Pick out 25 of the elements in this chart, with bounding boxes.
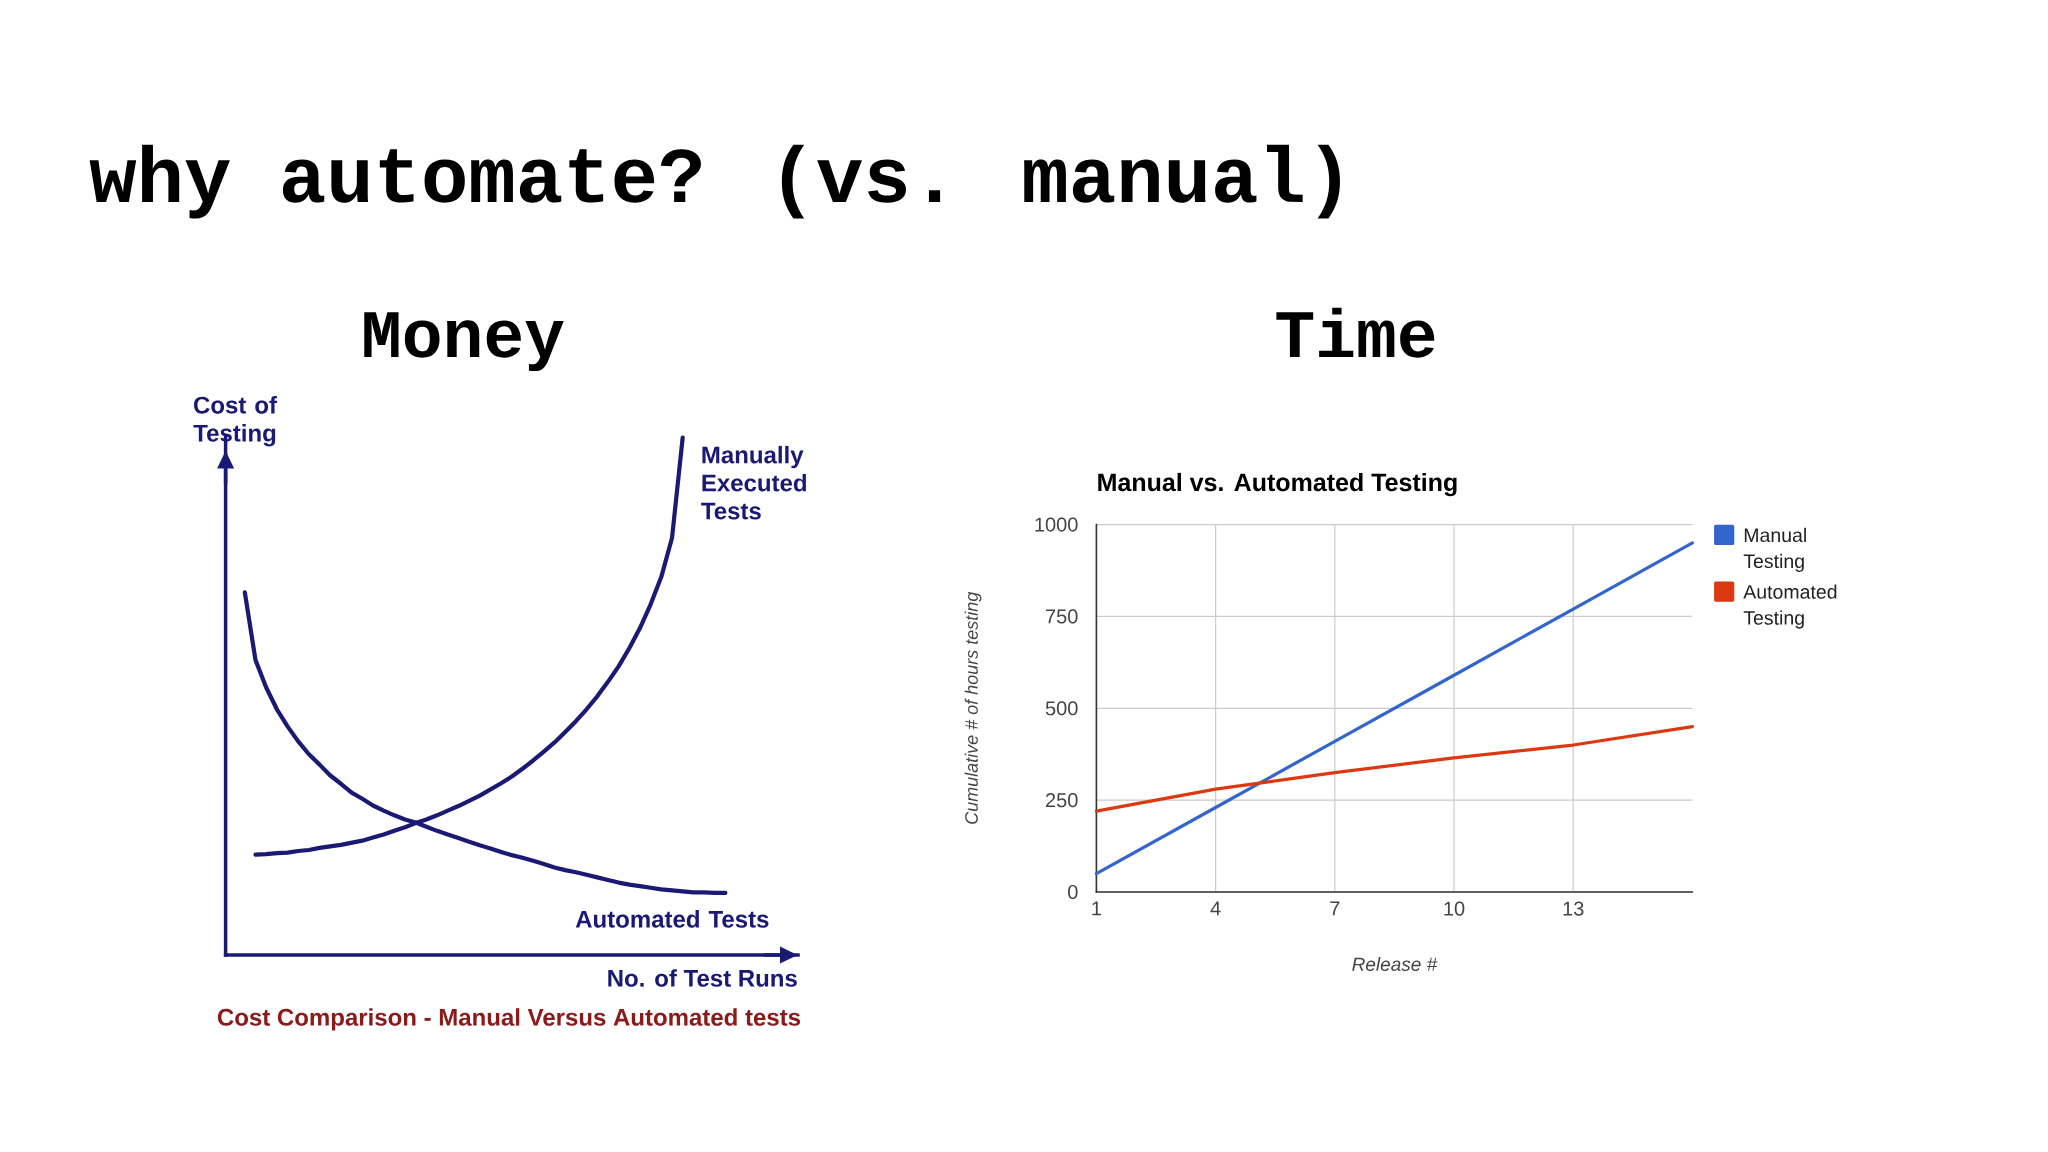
- y-tick-label: 0: [1068, 884, 1078, 900]
- text: why automate? (vs. manual): [89, 144, 1340, 219]
- series-label: Automated Tests: [575, 910, 769, 928]
- y-axis-title: Cost of Testing: [193, 396, 278, 447]
- chart-title: Time: [1276, 307, 1435, 358]
- chart-subtitle: Manual vs. Automated Testing: [1098, 472, 1457, 497]
- y-tick-label: 750: [1046, 609, 1078, 624]
- chart-title: Money: [364, 312, 564, 372]
- y-tick-label: 500: [1045, 701, 1078, 716]
- y-axis-title: Cumulative # of hours testing: [964, 591, 982, 824]
- x-axis-title: No. of Test Runs: [608, 969, 797, 987]
- text: Cost Comparison - Manual Versus Automated tests: [217, 1008, 801, 1031]
- x-tick-label: 10: [1444, 901, 1465, 916]
- x-tick-label: 1: [1092, 901, 1101, 916]
- y-tick-label: 1000: [1035, 517, 1078, 532]
- x-tick-label: 13: [1563, 901, 1584, 916]
- x-tick-label: 4: [1210, 901, 1221, 916]
- legend-label: Manual Testing: [1743, 527, 1806, 572]
- x-axis-title: Release #: [1352, 957, 1438, 971]
- series-label: Manually Executed Tests: [701, 445, 806, 520]
- y-tick-label: 250: [1046, 793, 1078, 808]
- line-series: [1094, 541, 1695, 876]
- x-tick-label: 7: [1330, 901, 1340, 916]
- legend-label: Automated Testing: [1743, 584, 1837, 629]
- line-series: [1094, 725, 1695, 813]
